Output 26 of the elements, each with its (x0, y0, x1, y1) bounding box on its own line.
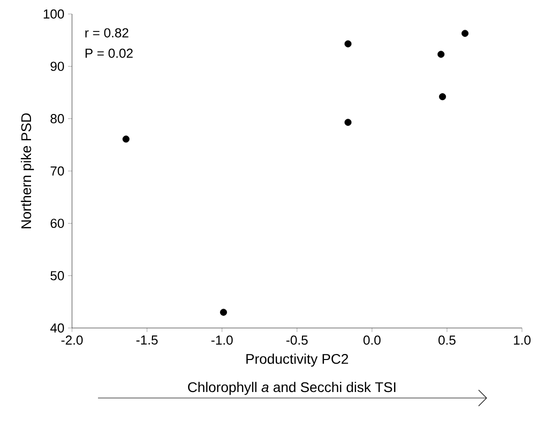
y-tick-label: 70 (50, 166, 64, 176)
x-tick-label: -1.5 (136, 336, 158, 345)
point (439, 93, 446, 100)
annotation: r = 0.82 (85, 28, 128, 38)
y-tick-label: 40 (50, 323, 64, 333)
annotation: P = 0.02 (86, 48, 133, 58)
point (438, 50, 445, 58)
y-axis-title: Northern pike PSD (20, 113, 34, 228)
x-tick-label: 0.0 (363, 336, 381, 345)
point (344, 40, 352, 48)
y-tick-label: 80 (50, 114, 64, 124)
x-tick-label: 1.0 (514, 336, 531, 345)
point (462, 30, 469, 37)
x-tick-label: -1.0 (211, 336, 233, 345)
x-tick-label: -2.0 (61, 336, 83, 345)
point (220, 308, 228, 316)
point (122, 136, 130, 143)
y-tick-label: 60 (50, 218, 64, 228)
x-tick-label: -0.5 (286, 336, 308, 345)
point (344, 118, 352, 126)
y-tick-label: 50 (50, 271, 64, 280)
y-tick-label: 100 (44, 9, 64, 19)
x-axis-title: Productivity PC2 (246, 354, 348, 367)
x-tick-label: 0.5 (438, 336, 456, 345)
y-tick-label: 90 (50, 62, 64, 71)
text: Chlorophyll a and Secchi disk TSI (188, 382, 396, 395)
